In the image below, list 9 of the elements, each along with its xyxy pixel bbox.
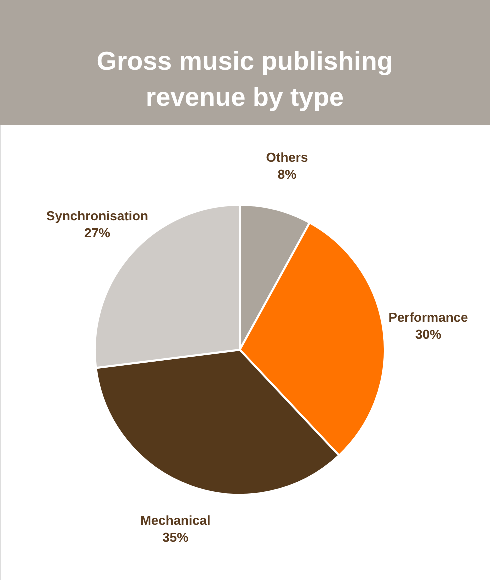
slice-label: Mechanical (140, 512, 211, 528)
slice-label: Performance (388, 310, 468, 326)
slice-label: Synchronisation (46, 208, 148, 224)
chart-title: Gross music publishing revenue by type (96, 46, 394, 112)
data-label: 8% (278, 166, 298, 182)
data-label: 35% (162, 530, 190, 545)
data-label: 30% (415, 327, 442, 342)
slice-label: Others (266, 150, 308, 165)
data-label: 27% (84, 225, 111, 240)
